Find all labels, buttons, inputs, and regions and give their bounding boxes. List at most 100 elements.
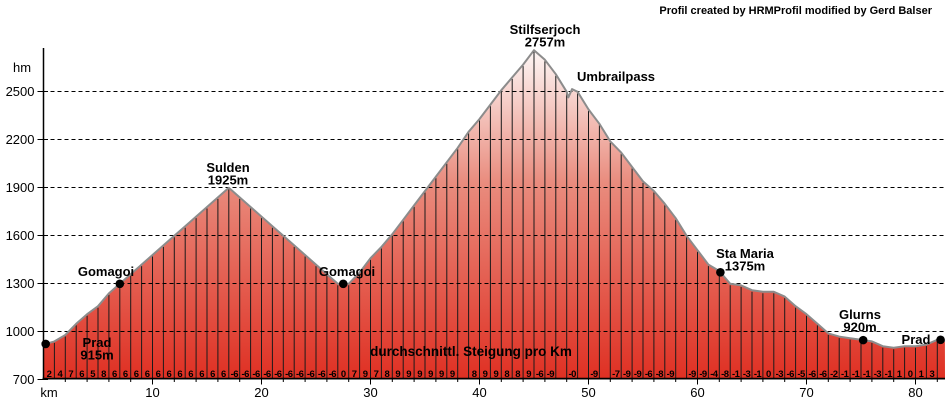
waypoint-altitude-prad: 915m [80,348,113,363]
waypoint-label-gomagoi: Gomagoi [78,264,134,279]
x-tick-label: 80 [908,385,922,400]
km-gradient-label: 5 [90,369,96,380]
km-gradient-label: -9 [688,369,696,380]
km-gradient-label: 9 [363,369,368,380]
x-tick-label: 50 [581,385,595,400]
km-gradient-label: 1 [897,369,903,380]
y-axis-unit-label: hm [13,60,31,75]
waypoint-altitude-sulden: 1925m [208,173,248,188]
y-tick-label: 1900 [6,180,35,195]
km-gradient-label: 6 [112,369,117,380]
km-gradient-label: 6 [79,369,84,380]
km-gradient-label: -6 [263,369,271,380]
km-gradient-label: 0 [341,369,346,380]
y-tick-label: 1000 [6,324,35,339]
km-gradient-label: 1 [919,369,925,380]
waypoint-dot-prad [936,335,945,345]
km-gradient-label: 6 [156,369,161,380]
waypoint-altitude-glurns: 920m [843,320,876,335]
km-gradient-label: -6 [231,369,239,380]
km-gradient-label: 9 [494,369,499,380]
km-gradient-label: -9 [667,369,675,380]
x-tick-label: 10 [145,385,159,400]
y-tick-label: 2500 [6,84,35,99]
km-gradient-label: 7 [352,369,357,380]
km-gradient-label: -4 [710,369,719,380]
x-tick-label: 60 [690,385,704,400]
waypoint-label-stilfserjoch: Stilfserjoch [510,22,581,37]
km-gradient-label: -3 [743,369,751,380]
km-gradient-label: -9 [634,369,642,380]
waypoint-label-gomagoi: Gomagoi [319,264,375,279]
km-gradient-label: 8 [472,369,477,380]
y-tick-label: 700 [13,372,35,387]
km-gradient-label: -2 [830,369,838,380]
km-gradient-label: 8 [101,369,106,380]
km-gradient-label: -6 [536,369,544,380]
waypoint-altitude-stilfserjoch: 2757m [525,35,565,50]
km-gradient-label: -6 [285,369,293,380]
x-tick-label: 70 [799,385,813,400]
km-gradient-label: 9 [483,369,488,380]
km-gradient-label: -8 [721,369,729,380]
km-gradient-label: 7 [374,369,379,380]
km-gradient-label: -5 [797,369,806,380]
waypoint-dot-glurns [858,335,868,345]
gradient-number-row: 2 4 7 6 5 8 6 6 6 6 6 6 6 6 6 6 6 -6 -6 -6 -6 -6 -6 -6 -6 -6 -6 0 7 9… [47,369,935,380]
km-gradient-label: -6 [645,369,653,380]
km-gradient-label: 6 [123,369,128,380]
km-gradient-label: 7 [68,369,73,380]
waypoint-label-umbrailpass: Umbrailpass [577,69,655,84]
km-gradient-label: 0 [766,369,771,380]
km-gradient-label: 2 [47,369,52,380]
waypoint-label-sulden: Sulden [206,160,249,175]
km-gradient-label: 6 [188,369,193,380]
x-tick-label: 40 [472,385,486,400]
waypoint-dot-gomagoi [338,279,348,289]
waypoint-dot-gomagoi [115,279,125,289]
km-gradient-label: 6 [134,369,139,380]
x-tick-label: 30 [363,385,377,400]
km-gradient-label: -6 [252,369,260,380]
y-tick-label: 2200 [6,132,35,147]
km-gradient-label: 9 [395,369,400,380]
km-gradient-label: -7 [612,369,620,380]
km-gradient-label: -6 [787,369,795,380]
km-gradient-label: -3 [776,369,784,380]
km-gradient-label: 6 [199,369,204,380]
km-gradient-label: -0 [569,369,577,380]
km-gradient-label: 6 [167,369,172,380]
waypoint-dot-sta-maria [716,267,725,277]
km-gradient-label: -6 [819,369,827,380]
waypoint-label-sta-maria: Sta Maria [716,246,775,261]
km-gradient-label: -3 [874,369,882,380]
km-gradient-label: -6 [296,369,304,380]
km-gradient-label: -6 [242,369,250,380]
km-gradient-label: -9 [699,369,707,380]
x-tick-label: 20 [254,385,268,400]
waypoint-dot-prad [41,339,50,349]
km-gradient-label: -6 [274,369,282,380]
km-gradient-label: -9 [623,369,631,380]
km-gradient-label: 9 [526,369,531,380]
km-gradient-label: -6 [318,369,326,380]
km-gradient-label: -9 [547,369,555,380]
km-gradient-label: 6 [221,369,226,380]
km-gradient-label: 8 [504,369,509,380]
km-gradient-label: 8 [515,369,520,380]
profile-outline [43,49,946,349]
average-gradient-annotation: durchschnittl. Steigung pro Km [370,344,572,359]
km-gradient-label: -1 [863,369,872,380]
km-gradient-label: -1 [732,369,741,380]
y-tick-label: 1300 [6,276,35,291]
waypoint-label-prad: Prad [902,332,931,347]
km-gradient-label: 6 [177,369,182,380]
gridlines [43,91,945,332]
km-gradient-label: 8 [385,369,390,380]
km-gradient-label: 4 [58,369,64,380]
km-gradient-label: -1 [852,369,861,380]
km-gradient-label: 9 [417,369,422,380]
